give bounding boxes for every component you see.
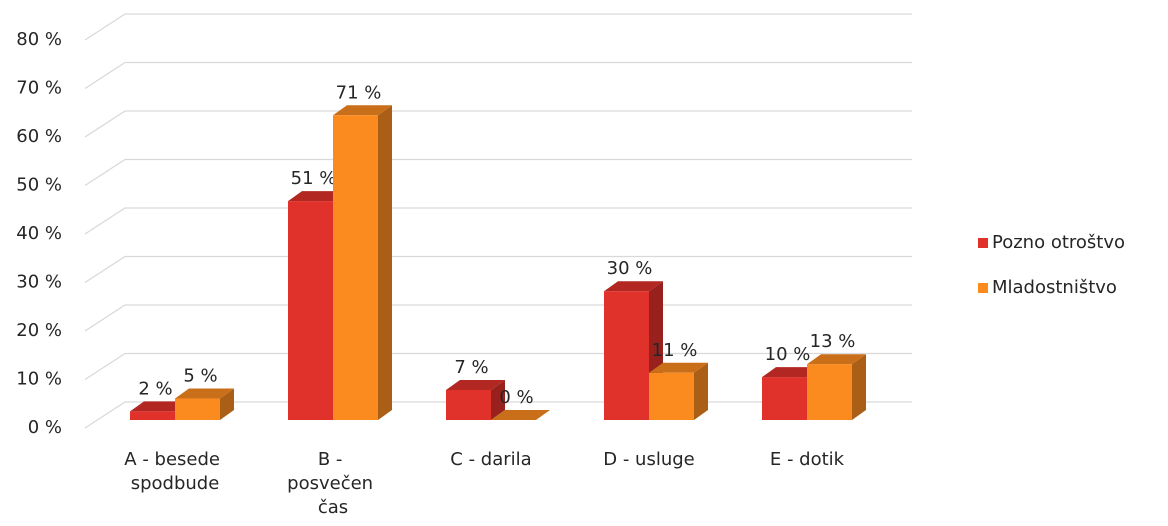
bar-top bbox=[649, 362, 708, 373]
grid-line bbox=[84, 304, 912, 332]
bar-front bbox=[175, 398, 220, 420]
value-label: 2 % bbox=[138, 378, 172, 399]
bar-top bbox=[491, 410, 550, 420]
x-tick-line: E - dotik bbox=[770, 449, 845, 470]
bar-side bbox=[491, 379, 505, 420]
legend-label: Mladostništvo bbox=[992, 277, 1117, 298]
x-tick-label: E - dotik bbox=[770, 449, 845, 470]
x-tick-label: D - usluge bbox=[603, 449, 695, 470]
x-tick-line: B - bbox=[318, 449, 348, 470]
value-label: 13 % bbox=[810, 331, 856, 352]
bar-front bbox=[288, 201, 333, 420]
value-label: 7 % bbox=[454, 357, 488, 378]
x-tick-line: spodbude bbox=[131, 473, 220, 494]
bar bbox=[333, 105, 392, 421]
bar-front bbox=[333, 115, 378, 421]
grid-line bbox=[84, 207, 912, 235]
value-label: 71 % bbox=[336, 82, 382, 103]
value-label: 5 % bbox=[183, 366, 217, 387]
bar bbox=[446, 379, 505, 420]
grid-line bbox=[84, 61, 912, 90]
bar bbox=[807, 354, 866, 420]
grid-line bbox=[84, 158, 912, 187]
value-label: 30 % bbox=[607, 258, 653, 279]
bar-front bbox=[604, 291, 649, 420]
bar-top bbox=[446, 379, 505, 390]
x-tick-line: D - usluge bbox=[603, 449, 695, 470]
legend-swatch bbox=[978, 238, 988, 248]
x-tick-label: A - besede spodbude bbox=[124, 449, 225, 494]
legend-label: Pozno otroštvo bbox=[992, 232, 1125, 253]
bar-front bbox=[130, 411, 175, 420]
x-tick-label: B - posvečen čas bbox=[287, 449, 379, 518]
x-tick-line: A - besede bbox=[124, 449, 225, 470]
legend-swatch bbox=[978, 283, 988, 293]
value-label: 11 % bbox=[652, 340, 698, 361]
bar-side bbox=[852, 354, 866, 420]
bar-top bbox=[175, 388, 234, 399]
y-tick-label: 20 % bbox=[16, 320, 62, 341]
y-tick-label: 10 % bbox=[16, 369, 62, 390]
y-tick-label: 40 % bbox=[16, 223, 62, 244]
y-tick-label: 0 % bbox=[28, 417, 62, 438]
bar bbox=[491, 410, 550, 420]
y-tick-label: 60 % bbox=[16, 126, 62, 147]
x-tick-line: posvečen bbox=[287, 473, 379, 494]
bar-top bbox=[130, 401, 189, 412]
bar-front bbox=[762, 377, 807, 420]
grid-line bbox=[84, 13, 912, 41]
y-tick-label: 50 % bbox=[16, 175, 62, 196]
y-tick-label: 80 % bbox=[16, 29, 62, 50]
y-tick-label: 70 % bbox=[16, 78, 62, 99]
x-tick-line: C - darila bbox=[450, 449, 531, 470]
bar bbox=[175, 388, 234, 420]
bar-top bbox=[604, 281, 663, 292]
bar-side bbox=[220, 388, 234, 420]
bar-front bbox=[807, 364, 852, 420]
x-tick-line: čas bbox=[318, 497, 348, 518]
bar-top bbox=[333, 105, 392, 116]
x-tick-label: C - darila bbox=[450, 449, 531, 470]
bar-front bbox=[446, 389, 491, 420]
grid-line bbox=[84, 110, 912, 138]
value-label: 0 % bbox=[499, 387, 533, 408]
bar-top bbox=[807, 354, 866, 365]
bar-front bbox=[649, 372, 694, 420]
bar-side bbox=[378, 105, 392, 421]
bar-top bbox=[762, 367, 821, 378]
grid-line bbox=[84, 255, 912, 284]
bar-side bbox=[694, 362, 708, 420]
bar-top bbox=[288, 191, 347, 202]
bar bbox=[649, 362, 708, 420]
value-label: 51 % bbox=[291, 168, 337, 189]
value-label: 10 % bbox=[765, 344, 811, 365]
y-tick-label: 30 % bbox=[16, 272, 62, 293]
